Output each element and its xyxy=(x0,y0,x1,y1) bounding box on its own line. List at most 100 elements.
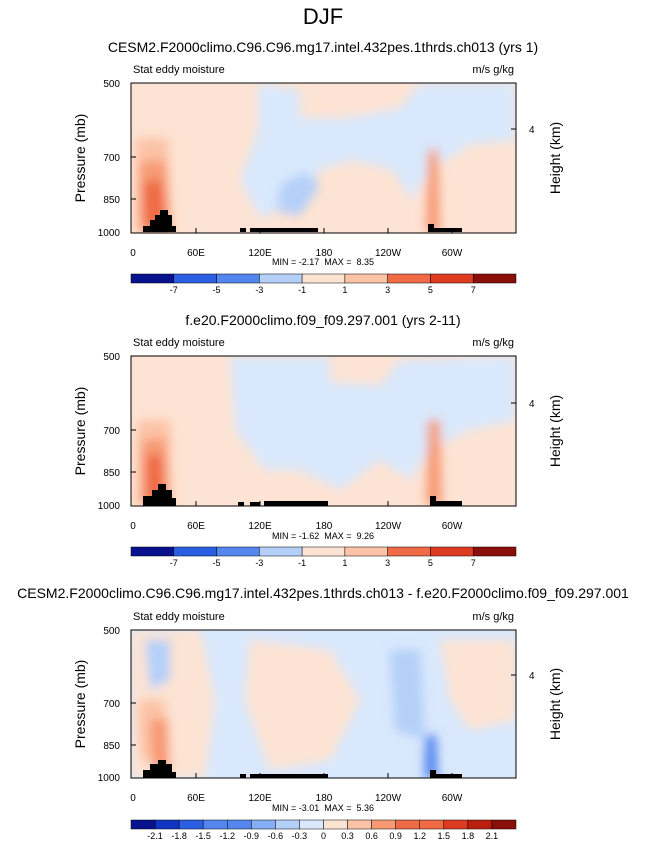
colorbar-box xyxy=(472,546,517,557)
panel-1-title: CESM2.F2000climo.C96.C96.mg17.intel.432p… xyxy=(108,39,538,55)
colorbar-box xyxy=(130,819,156,830)
panel-2-contour-blue xyxy=(230,356,516,490)
colorbar-box xyxy=(275,819,300,830)
colorbar-box xyxy=(387,546,431,557)
panel-1-left-label: Stat eddy moisture xyxy=(133,64,225,76)
panel-3-ytick-1000: 1000 xyxy=(98,773,121,784)
colorbar-box xyxy=(259,273,303,284)
panel-3-left-label: Stat eddy moisture xyxy=(133,611,225,623)
panel-2-left-label: Stat eddy moisture xyxy=(133,337,225,349)
panel-2: f.e20.F2000climo.f09_f09.297.001 (yrs 2-… xyxy=(72,312,563,568)
panel-1-x-ticks: 0 60E 120E 180 120W 60W xyxy=(130,248,463,259)
panel-3-ytick-850: 850 xyxy=(103,741,120,752)
colorbar-box xyxy=(371,819,396,830)
panel-3-xtick-60e: 60E xyxy=(187,793,205,804)
colorbar-label: 1 xyxy=(342,285,347,295)
panel-1-ytick-700: 700 xyxy=(103,153,120,164)
panel-1: CESM2.F2000climo.C96.C96.mg17.intel.432p… xyxy=(72,39,563,295)
panel-3-y-ticks: 500 700 850 1000 xyxy=(98,626,121,784)
panel-1-terrain-asia xyxy=(143,210,176,232)
colorbar-label: 1.2 xyxy=(413,831,426,841)
colorbar-label: 2.1 xyxy=(486,831,499,841)
panel-1-ylabel: Pressure (mb) xyxy=(72,114,88,203)
colorbar-label: -5 xyxy=(213,558,221,568)
panel-2-stats: MIN = -1.62 MAX = 9.26 xyxy=(272,531,374,541)
panel-1-y-ticks: 500 700 850 1000 xyxy=(98,79,121,239)
colorbar-label: 0 xyxy=(321,831,326,841)
panel-1-xtick-180: 180 xyxy=(316,248,333,259)
colorbar-label: -1.2 xyxy=(219,831,235,841)
colorbar-box xyxy=(178,819,204,830)
panel-1-ytick-1000: 1000 xyxy=(98,228,121,239)
colorbar-label: 1 xyxy=(342,558,347,568)
panel-2-units-label: m/s g/kg xyxy=(472,337,514,349)
panel-1-contour-warm4 xyxy=(426,150,440,232)
colorbar-box xyxy=(344,546,388,557)
panel-1-ytick-850: 850 xyxy=(103,195,120,206)
colorbar-box xyxy=(430,273,474,284)
panel-3-right-tick: 4 xyxy=(529,671,535,682)
panel-3-terrain-pacific xyxy=(250,774,328,778)
panel-2-ylabel-right: Height (km) xyxy=(547,395,563,467)
colorbar-box xyxy=(216,273,260,284)
panel-2-right-tick: 4 xyxy=(529,399,535,410)
panel-3-xtick-120w: 120W xyxy=(375,793,402,804)
panel-2-ytick-marks xyxy=(131,355,136,507)
panel-2-x-ticks: 0 60E 120E 180 120W 60W xyxy=(130,521,463,532)
panel-2-xtick-0: 0 xyxy=(130,521,136,532)
colorbar-label: 1.8 xyxy=(462,831,475,841)
colorbar-box xyxy=(259,546,303,557)
colorbar-box xyxy=(202,819,228,830)
panel-1-xtick-0: 0 xyxy=(130,248,136,259)
panel-3-xtick-120e: 120E xyxy=(248,793,272,804)
panel-2-xtick-marks xyxy=(130,501,453,506)
panel-1-xtick-60w: 60W xyxy=(442,248,463,259)
colorbar-label: -5 xyxy=(213,285,221,295)
colorbar-box xyxy=(344,273,388,284)
panel-2-xtick-120e: 120E xyxy=(248,521,272,532)
colorbar-box xyxy=(130,546,175,557)
colorbar-box xyxy=(251,819,276,830)
panel-3-contour-warm-c xyxy=(440,640,516,730)
colorbar-label: -0.6 xyxy=(268,831,284,841)
panel-3-contour-warm-b xyxy=(245,640,360,770)
panel-1-xtick-60e: 60E xyxy=(187,248,205,259)
colorbar-box xyxy=(430,546,474,557)
colorbar-box xyxy=(472,273,517,284)
panel-3-stats: MIN = -3.01 MAX = 5.36 xyxy=(272,803,374,813)
panel-2-terrain-americas xyxy=(430,496,462,506)
panel-3-x-ticks: 0 60E 120E 180 120W 60W xyxy=(130,793,463,804)
colorbar-label: 1.5 xyxy=(438,831,451,841)
colorbar-label: 0.6 xyxy=(365,831,378,841)
panel-1-contour-blue2 xyxy=(278,172,320,215)
panel-3: CESM2.F2000climo.C96.C96.mg17.intel.432p… xyxy=(17,585,629,841)
panel-3-terrain-americas xyxy=(430,770,462,778)
panel-2-xtick-120w: 120W xyxy=(375,521,402,532)
panel-2-terrain-ridge xyxy=(238,502,244,506)
colorbar-label: 5 xyxy=(428,285,433,295)
panel-2-terrain-ridge2 xyxy=(250,502,260,506)
colorbar-box xyxy=(299,819,324,830)
panel-2-contour-warm4 xyxy=(426,420,442,505)
colorbar-label: 7 xyxy=(471,285,476,295)
panel-1-xtick-marks xyxy=(130,228,453,233)
colorbar-box xyxy=(467,819,493,830)
colorbar-label: -1 xyxy=(298,285,306,295)
panel-3-xtick-60w: 60W xyxy=(442,793,463,804)
colorbar-label: -3 xyxy=(255,558,263,568)
colorbar-label: -1.5 xyxy=(195,831,211,841)
panel-2-ytick-850: 850 xyxy=(103,468,120,479)
panel-2-xtick-60e: 60E xyxy=(187,521,205,532)
panel-2-terrain-pacific xyxy=(264,501,328,506)
panel-3-xtick-marks xyxy=(130,773,453,778)
panel-3-terrain-asia xyxy=(143,760,176,778)
panel-3-contour-blue-b xyxy=(390,650,425,740)
colorbar-box xyxy=(130,273,175,284)
colorbar-label: -3 xyxy=(255,285,263,295)
panel-3-xtick-0: 0 xyxy=(130,793,136,804)
panel-3-field xyxy=(131,630,516,778)
panel-3-terrain-ridge xyxy=(240,774,246,778)
panel-2-terrain-asia xyxy=(143,484,176,506)
panel-1-ytick-marks xyxy=(131,82,136,234)
panel-3-xtick-180: 180 xyxy=(316,793,333,804)
